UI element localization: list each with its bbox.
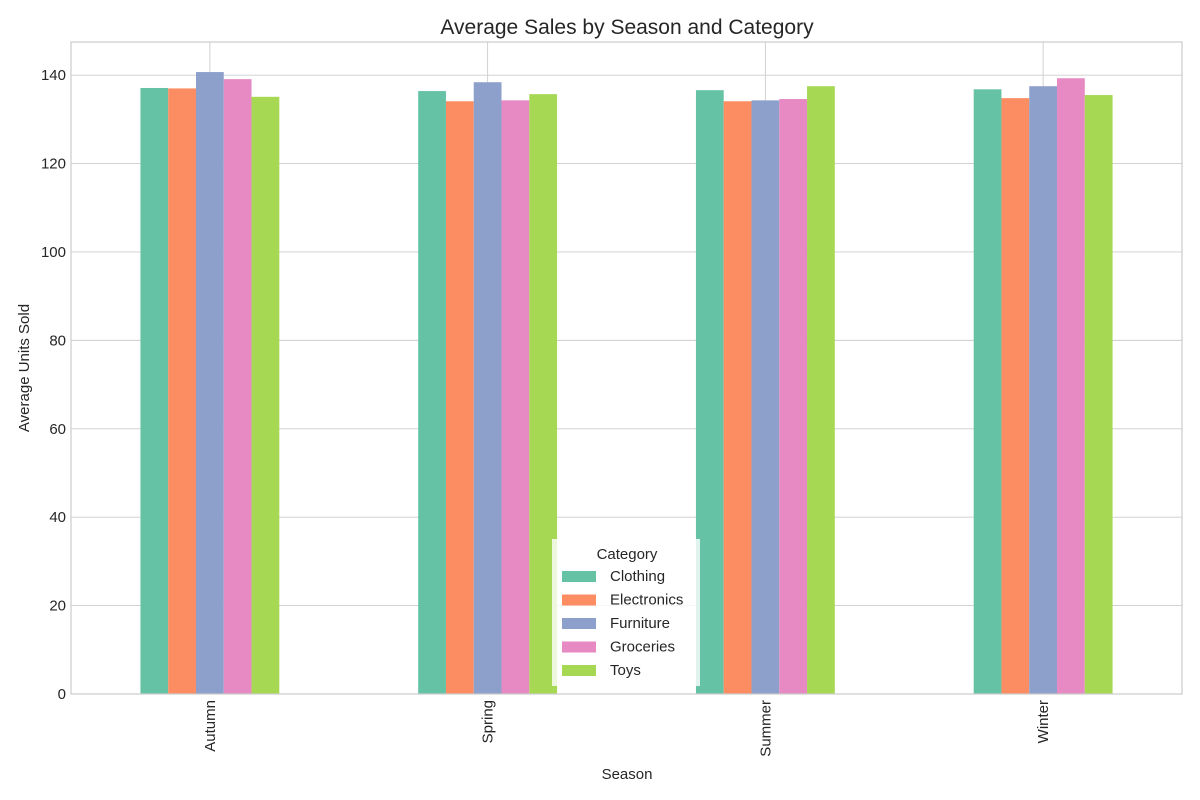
bar-clothing-winter — [973, 89, 1002, 695]
legend-swatch — [562, 571, 596, 582]
legend-label: Clothing — [610, 568, 665, 585]
bar-toys-summer — [807, 86, 835, 695]
bar-furniture-winter — [1029, 86, 1058, 695]
bar-groceries-autumn — [223, 79, 252, 694]
bar-groceries-summer — [779, 99, 808, 695]
x-axis-ticks: Autumn Spring Summer Winter — [202, 700, 1052, 757]
y-tick-label: 120 — [41, 156, 66, 173]
legend-label: Toys — [610, 662, 641, 679]
x-tick-label: Winter — [1035, 700, 1052, 743]
y-tick-label: 0 — [58, 686, 66, 703]
legend-swatch — [562, 665, 596, 676]
y-tick-label: 140 — [41, 67, 66, 84]
legend-title: Category — [597, 546, 658, 563]
bar-series — [140, 72, 1113, 695]
legend-items: Clothing Electronics Furniture Groceries Toy… — [562, 568, 683, 679]
x-tick-label: Spring — [480, 700, 497, 743]
bar-toys-autumn — [251, 96, 280, 695]
bar-clothing-autumn — [140, 87, 169, 694]
x-axis-label: Season — [602, 766, 653, 783]
bar-furniture-spring — [473, 82, 502, 694]
y-axis-label: Average Units Sold — [16, 304, 33, 432]
legend-swatch — [562, 641, 596, 653]
bar-electronics-summer — [723, 101, 752, 694]
x-tick-label: Autumn — [202, 700, 219, 752]
bar-furniture-summer — [751, 100, 780, 695]
x-tick-label: Summer — [757, 700, 774, 757]
legend-label: Furniture — [610, 615, 670, 632]
y-tick-label: 80 — [49, 332, 66, 349]
legend: Category Clothing Electronics Furniture Gro… — [552, 539, 700, 686]
bar-groceries-spring — [501, 100, 530, 695]
legend-swatch — [562, 618, 596, 629]
bar-groceries-winter — [1057, 78, 1085, 695]
y-tick-label: 60 — [49, 421, 66, 438]
bar-electronics-autumn — [168, 88, 196, 694]
bar-furniture-autumn — [195, 72, 224, 695]
bar-toys-winter — [1084, 95, 1113, 694]
y-tick-label: 100 — [41, 244, 66, 261]
plot-frame — [70, 41, 1183, 695]
y-tick-label: 20 — [49, 598, 66, 615]
bar-clothing-summer — [695, 90, 724, 694]
y-tick-label: 40 — [49, 509, 66, 526]
legend-swatch — [562, 594, 596, 606]
legend-box — [552, 539, 700, 686]
chart-title: Average Sales by Season and Category — [440, 16, 814, 39]
legend-label: Electronics — [610, 592, 683, 609]
bar-clothing-spring — [418, 91, 446, 694]
bar-electronics-spring — [445, 101, 474, 694]
y-axis-ticks: 0 20 40 60 80 100 120 140 — [41, 67, 66, 703]
bar-electronics-winter — [1001, 98, 1030, 694]
legend-label: Groceries — [610, 639, 675, 656]
